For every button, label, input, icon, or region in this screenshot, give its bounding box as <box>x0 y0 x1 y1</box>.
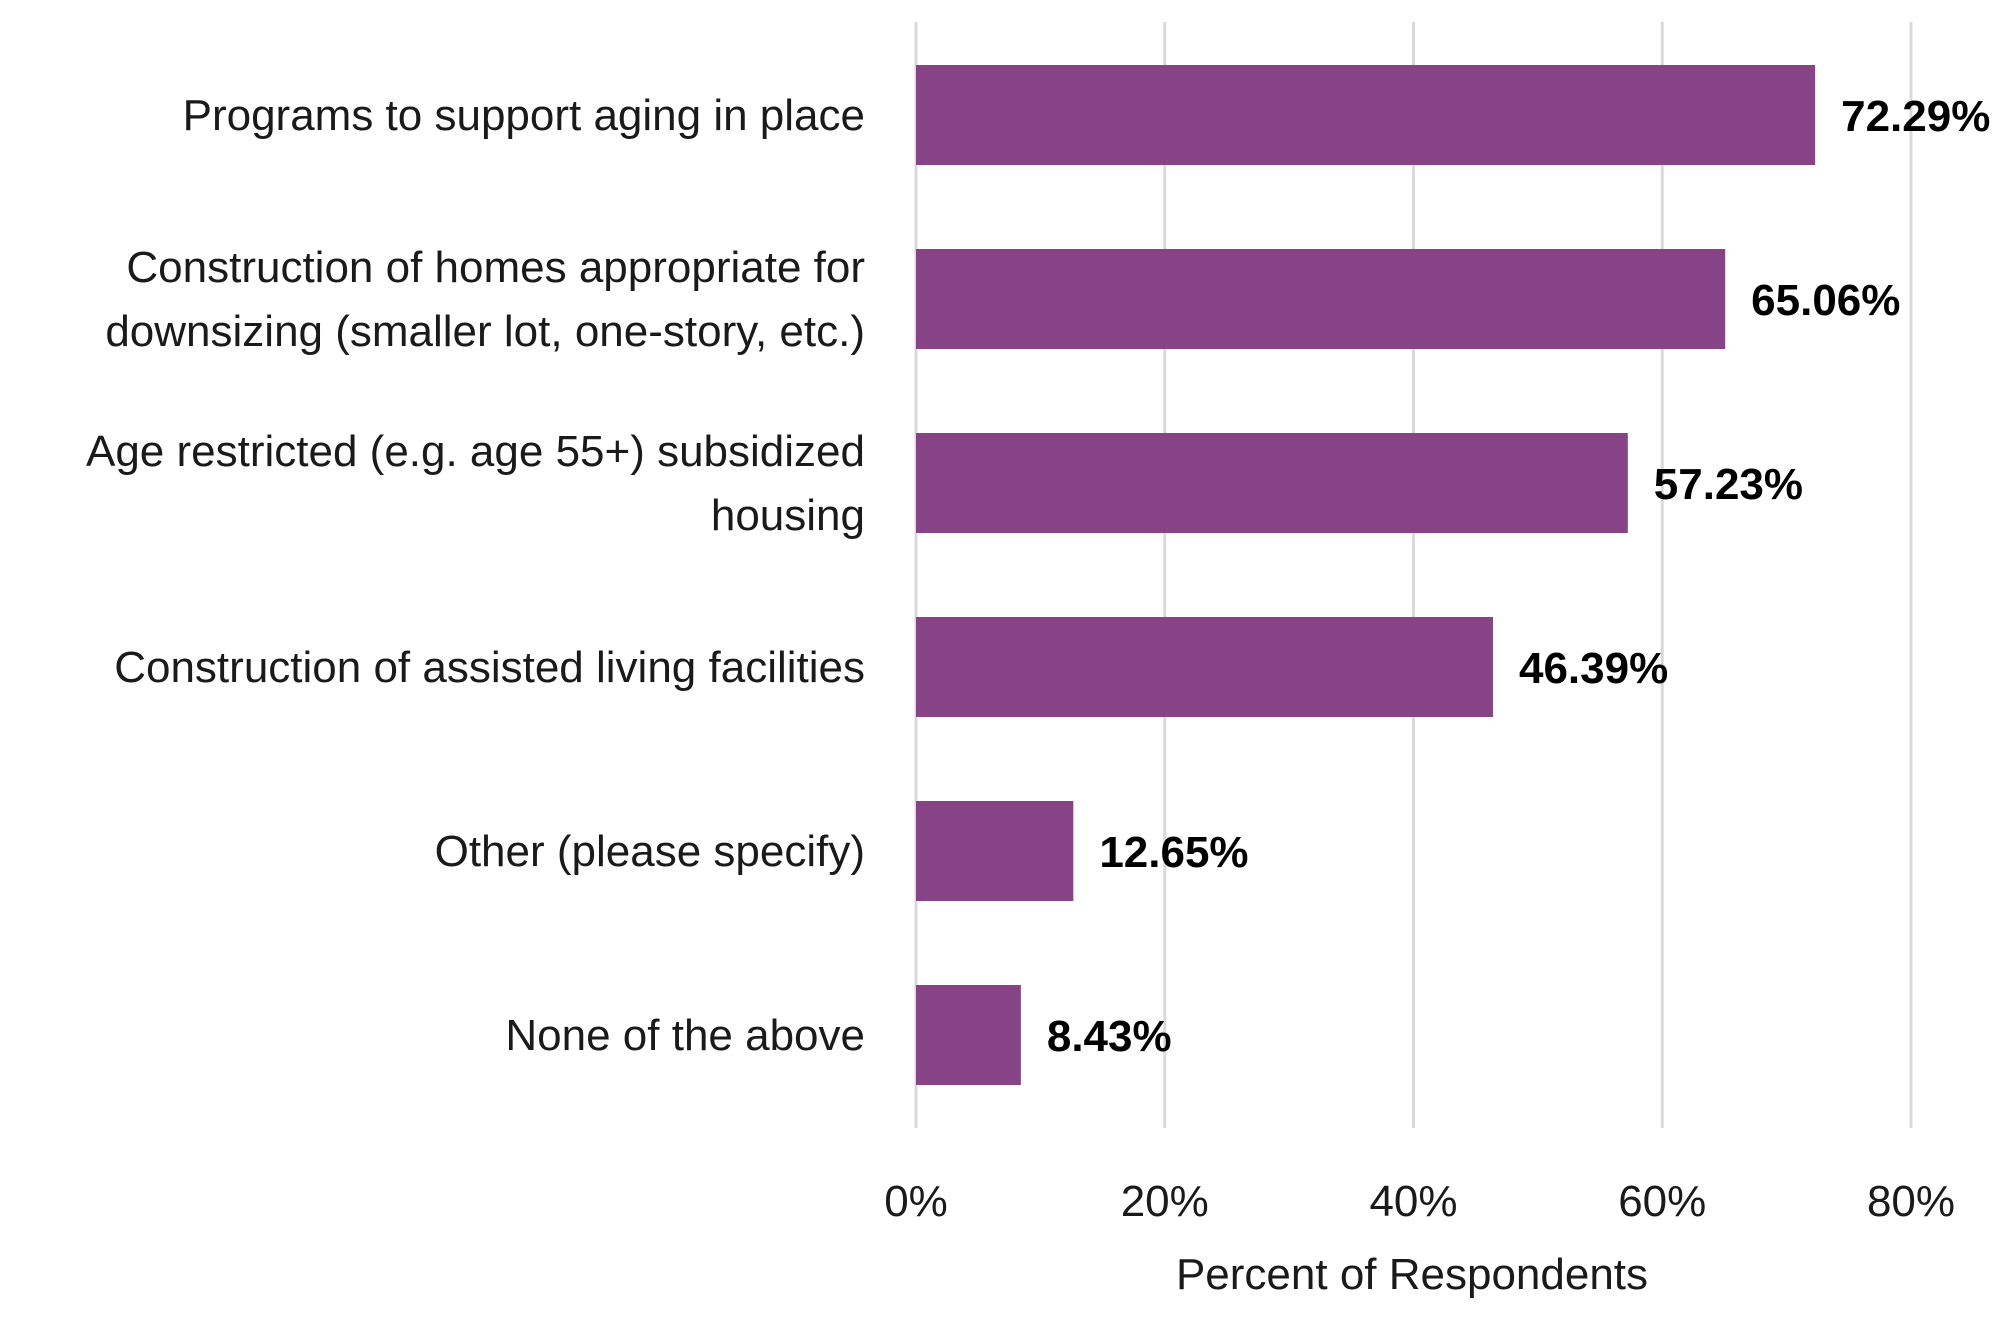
bars <box>916 65 1816 1085</box>
x-tick-label: 0% <box>884 1177 948 1226</box>
x-tick-label: 20% <box>1121 1177 1209 1226</box>
value-label: 46.39% <box>1519 644 1668 693</box>
value-label: 57.23% <box>1654 460 1803 509</box>
bar <box>916 65 1816 165</box>
category-label: housing <box>711 491 865 540</box>
value-label: 12.65% <box>1099 828 1248 877</box>
x-tick-label: 60% <box>1618 1177 1706 1226</box>
x-axis-tick-labels: 0% 20% 40% 60% 80% <box>884 1177 1955 1226</box>
value-label: 72.29% <box>1841 92 1990 141</box>
x-tick-label: 80% <box>1867 1177 1955 1226</box>
category-label: Programs to support aging in place <box>183 91 865 140</box>
category-label: Construction of assisted living faciliti… <box>114 643 865 692</box>
category-label: Other (please specify) <box>435 827 865 876</box>
x-axis-title: Percent of Respondents <box>1176 1250 1648 1299</box>
category-labels: Programs to support aging in place Constr… <box>86 91 865 1060</box>
value-label: 8.43% <box>1047 1012 1172 1061</box>
value-labels: 72.29% 65.06% 57.23% 46.39% 12.65% 8.43% <box>1047 92 1990 1061</box>
x-tick-label: 40% <box>1369 1177 1457 1226</box>
bar <box>916 249 1726 349</box>
bar <box>916 985 1021 1085</box>
bar <box>916 617 1493 717</box>
bar <box>916 801 1074 901</box>
gridlines <box>914 22 1913 1128</box>
bar <box>916 433 1628 533</box>
category-label: Age restricted (e.g. age 55+) subsidized <box>86 427 865 476</box>
category-label: Construction of homes appropriate for <box>126 243 865 292</box>
value-label: 65.06% <box>1751 276 1900 325</box>
category-label: downsizing (smaller lot, one-story, etc.… <box>105 307 865 356</box>
category-label: None of the above <box>505 1011 865 1060</box>
